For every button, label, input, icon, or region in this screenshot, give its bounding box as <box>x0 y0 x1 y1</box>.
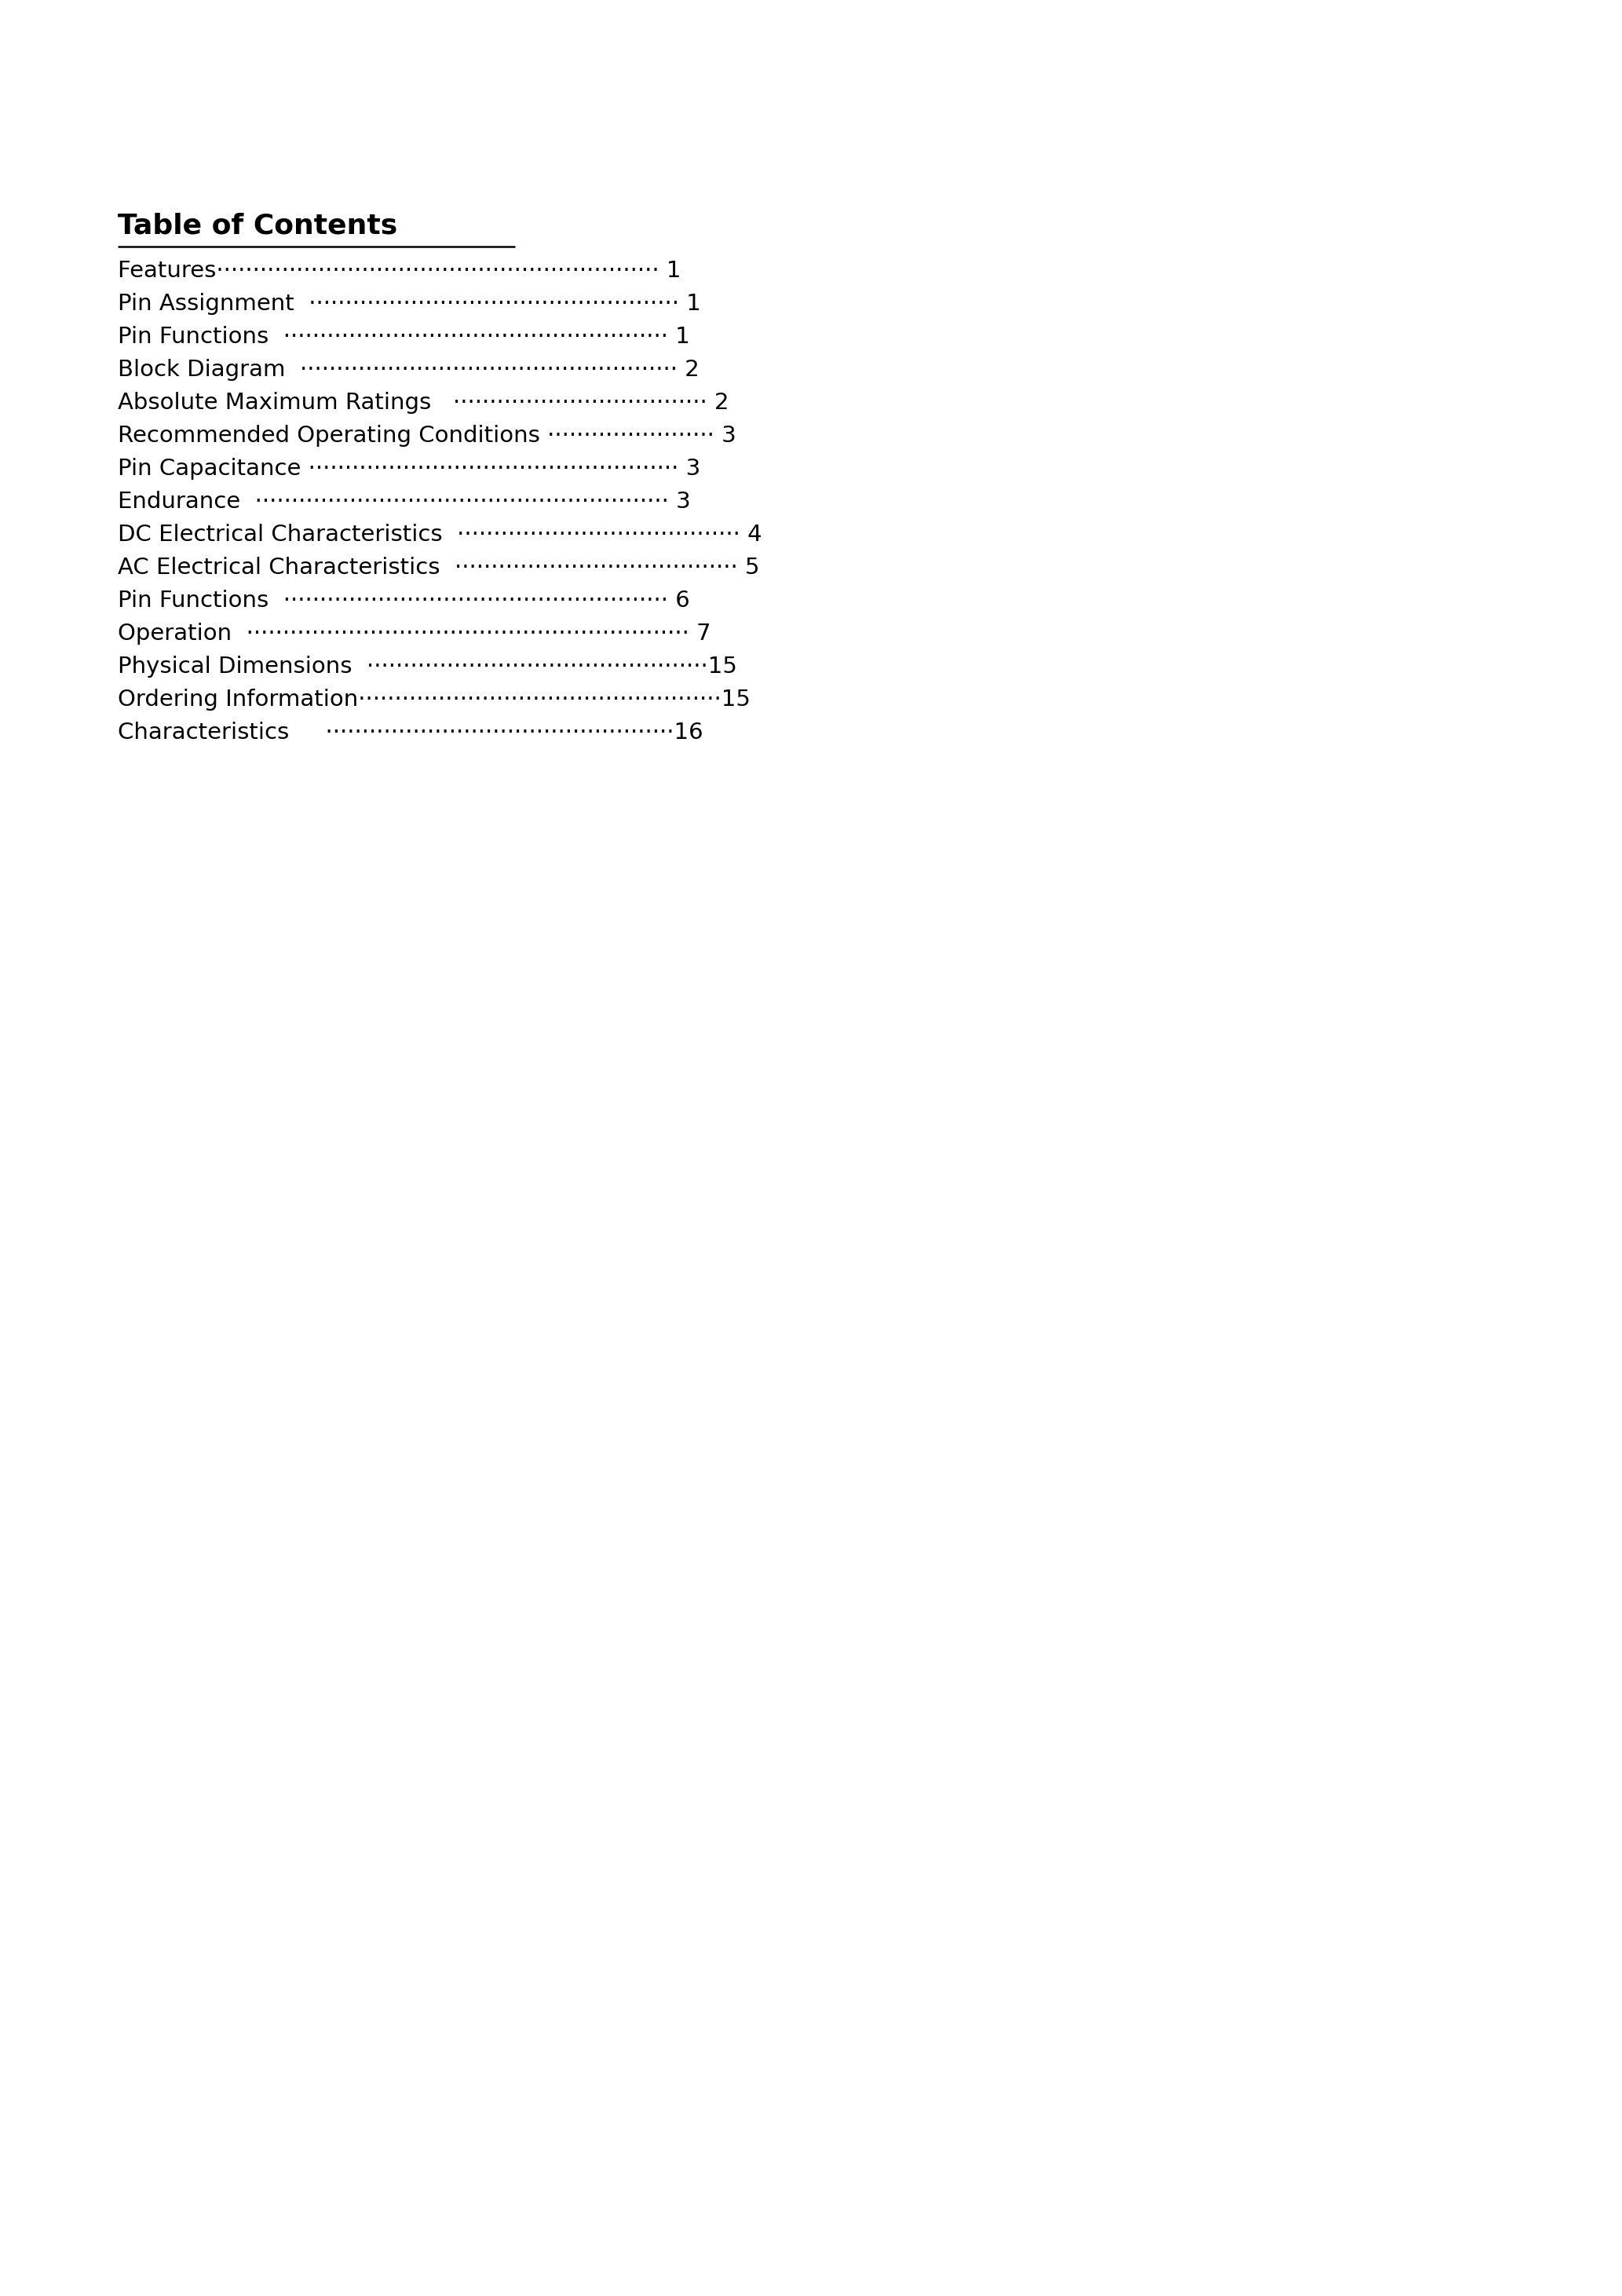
Text: Features····························································· 1: Features································… <box>118 259 681 282</box>
Text: Ordering Information··················································15: Ordering Information····················… <box>118 689 751 712</box>
Text: Recommended Operating Conditions ······················· 3: Recommended Operating Conditions ·······… <box>118 425 736 448</box>
Text: Pin Functions  ····················································· 1: Pin Functions ··························… <box>118 326 689 349</box>
Text: Block Diagram  ···················································· 2: Block Diagram ··························… <box>118 358 699 381</box>
Text: Characteristics     ················································16: Characteristics ························… <box>118 721 704 744</box>
Text: AC Electrical Characteristics  ······································· 5: AC Electrical Characteristics ··········… <box>118 556 759 579</box>
Text: Operation  ····························································· 7: Operation ······························… <box>118 622 710 645</box>
Text: Pin Assignment  ··················································· 1: Pin Assignment ·························… <box>118 294 701 315</box>
Text: Endurance  ························································· 3: Endurance ······························… <box>118 491 691 512</box>
Text: Pin Functions  ····················································· 6: Pin Functions ··························… <box>118 590 689 611</box>
Text: Physical Dimensions  ···············································15: Physical Dimensions ····················… <box>118 657 736 677</box>
Text: Pin Capacitance ··················································· 3: Pin Capacitance ························… <box>118 457 701 480</box>
Text: Absolute Maximum Ratings   ··································· 2: Absolute Maximum Ratings ···············… <box>118 393 728 413</box>
Text: Table of Contents: Table of Contents <box>118 211 397 239</box>
Text: DC Electrical Characteristics  ······································· 4: DC Electrical Characteristics ··········… <box>118 523 762 546</box>
